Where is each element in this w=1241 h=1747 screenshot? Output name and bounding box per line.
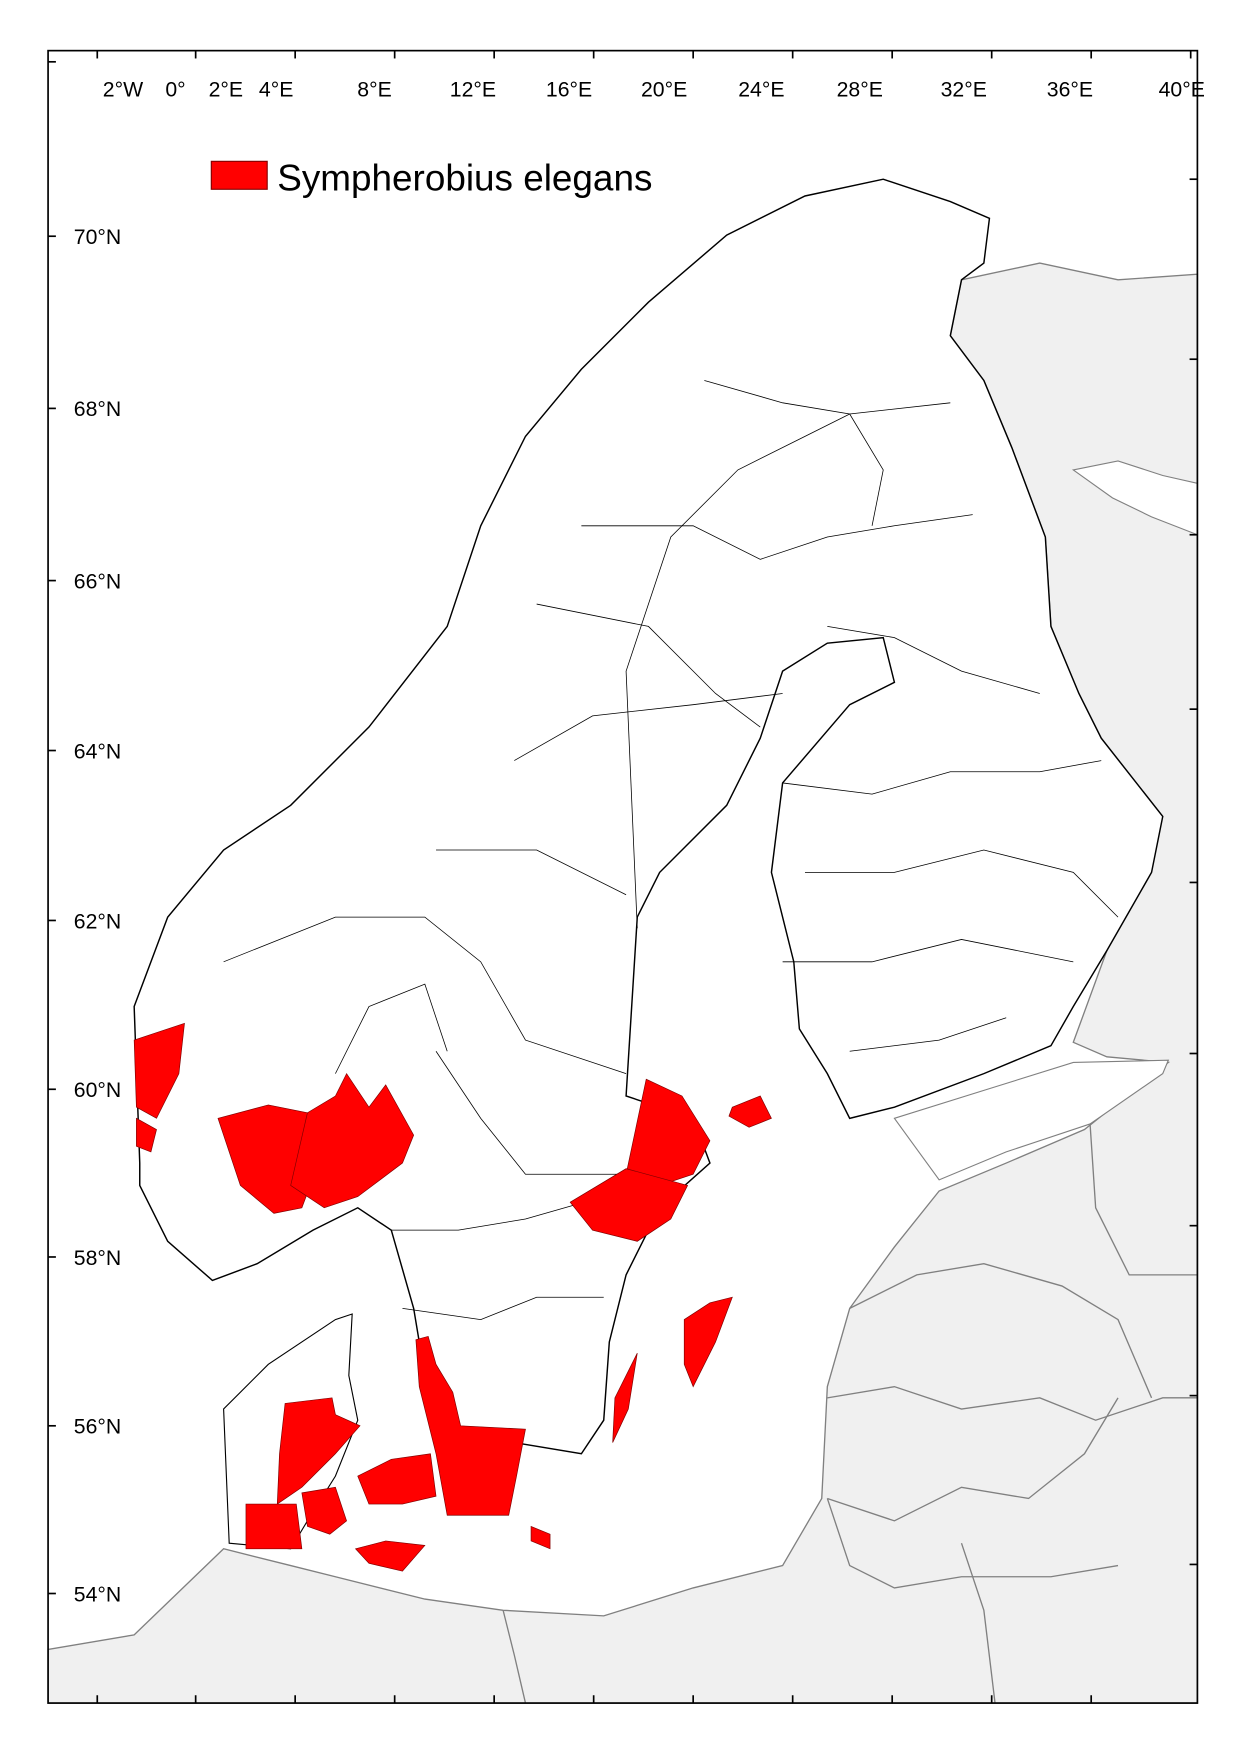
lat-label: 64°N	[74, 739, 121, 763]
lon-label: 40°E	[1159, 77, 1205, 101]
lon-label: 2°W	[103, 77, 143, 101]
latitude-labels: 70°N 68°N 66°N 64°N 62°N 60°N 58°N 56°N …	[74, 225, 121, 1606]
lon-label: 36°E	[1047, 77, 1093, 101]
region-south-jutland	[245, 1503, 303, 1550]
lat-label: 58°N	[74, 1246, 121, 1270]
lat-label: 70°N	[74, 225, 121, 249]
region-aland	[728, 1095, 772, 1128]
lat-label: 56°N	[74, 1415, 121, 1439]
region-gotland	[683, 1296, 733, 1388]
lon-label: 0°	[165, 77, 185, 101]
lon-label: 4°E	[259, 77, 293, 101]
lon-label: 20°E	[641, 77, 687, 101]
region-oland	[612, 1352, 638, 1443]
lat-label: 60°N	[74, 1078, 121, 1102]
lon-label: 12°E	[450, 77, 496, 101]
lat-label: 66°N	[74, 569, 121, 593]
presence-regions	[133, 1022, 772, 1572]
lon-label: 2°E	[209, 77, 243, 101]
province-borders	[223, 380, 1119, 1320]
region-bornholm	[530, 1525, 551, 1550]
lat-label: 54°N	[74, 1582, 121, 1606]
lat-label: 68°N	[74, 397, 121, 421]
region-zealand	[357, 1453, 437, 1505]
map-frame	[47, 49, 1199, 1704]
region-east-jutland	[276, 1397, 361, 1505]
longitude-labels: 2°W 0° 2°E 4°E 8°E 12°E 16°E 20°E 24°E 2…	[103, 77, 1205, 101]
region-hordaland	[133, 1022, 185, 1119]
gulf-of-finland	[893, 1059, 1170, 1181]
lon-label: 28°E	[837, 77, 883, 101]
region-funen	[301, 1486, 347, 1535]
lon-label: 24°E	[738, 77, 784, 101]
region-lolland	[354, 1540, 426, 1572]
lon-label: 16°E	[546, 77, 592, 101]
region-skane-halland	[415, 1335, 526, 1516]
legend: Sympherobius elegans	[210, 157, 652, 198]
lon-label: 8°E	[357, 77, 391, 101]
frame-ticks	[48, 50, 1198, 1704]
legend-swatch	[210, 160, 268, 190]
region-rogaland	[136, 1117, 157, 1153]
country-borders	[502, 1123, 1198, 1704]
lat-label: 62°N	[74, 909, 121, 933]
region-buskerud-oslo	[290, 1072, 415, 1209]
lon-label: 32°E	[941, 77, 987, 101]
region-sodermanland	[569, 1168, 689, 1242]
legend-label: Sympherobius elegans	[277, 157, 652, 198]
